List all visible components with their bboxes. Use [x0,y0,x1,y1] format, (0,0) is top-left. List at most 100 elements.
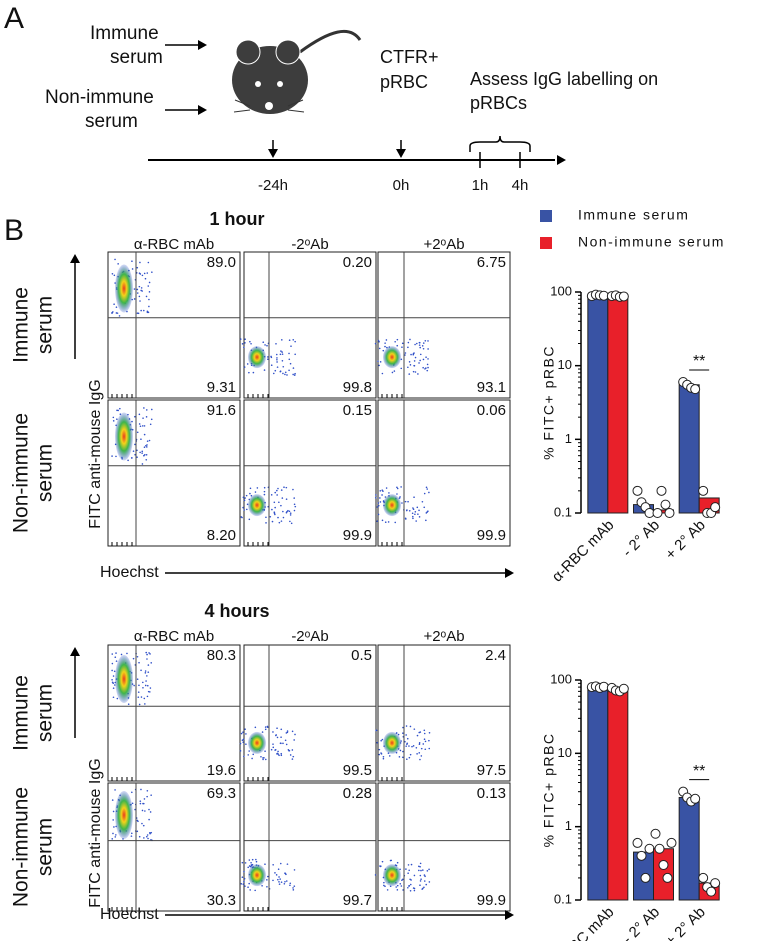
flow-event [400,367,403,370]
flow-event [422,366,424,369]
flow-event [138,413,141,416]
flow-event [407,864,410,866]
flow-event [401,346,403,348]
flow-event [428,868,430,871]
row-label: serum [34,684,57,742]
flow-event [285,486,288,489]
flow-event [141,425,144,427]
flow-event [396,889,399,891]
flow-density [248,346,266,369]
flow-event [112,810,115,813]
immune-label: serum [110,47,163,68]
flow-event [401,756,404,759]
flow-event [145,835,148,838]
flow-event [422,869,424,871]
flow-event [244,342,246,344]
flow-event [413,728,416,730]
quadrant-value: 89.0 [207,254,236,271]
flow-event [289,520,291,523]
flow-event [112,675,115,677]
flow-plot [243,644,377,782]
flow-event [418,509,420,512]
flow-event [381,860,384,863]
flow-event [112,311,114,313]
flow-event [115,306,118,308]
flow-event [424,368,426,370]
flow-event [133,288,136,290]
data-point [650,828,661,839]
flow-event [377,360,379,363]
flow-event [254,491,257,493]
flow-event [383,881,385,884]
flow-event [117,409,119,412]
flow-event [424,339,427,342]
flow-event [427,366,429,369]
quadrant-value: 97.5 [477,762,506,779]
flow-event [408,885,410,887]
flow-event [423,506,426,509]
flow-event [284,371,287,374]
time-label: 1h [472,177,489,194]
flow-event [141,290,144,292]
x-tick-label: + 2° Ab [662,904,709,941]
flow-event [131,260,133,263]
row-label: Non-immune [10,787,33,907]
quadrant-value: 6.75 [477,254,506,271]
flow-event [251,757,253,760]
flow-event [126,652,128,655]
y-axis-label: FITC anti-mouse IgG [87,758,104,907]
quadrant-value: 91.6 [207,402,236,419]
y-tick-label: 100 [550,283,572,298]
data-point [632,485,643,496]
flow-event [136,288,139,291]
flow-event [384,521,387,524]
column-header: α-RBC mAb [134,628,214,645]
flow-event [146,653,148,656]
flow-event [379,501,382,503]
flow-event [276,358,278,361]
flow-event [138,272,141,275]
flow-event [270,494,273,496]
flow-event [400,358,403,361]
flow-event [131,420,133,423]
flow-event [111,838,114,840]
flow-event [420,869,422,872]
flow-event [141,463,144,465]
flow-event [418,341,421,344]
quadrant-value: 99.8 [343,379,372,396]
flow-event [112,832,114,835]
y-tick-label: 100 [550,671,572,686]
flow-event [378,347,381,350]
flow-event [399,882,402,885]
flow-event [396,486,398,489]
flow-event [131,791,133,794]
flow-event [420,878,422,880]
flow-event [245,743,247,745]
flow-event [286,374,288,376]
flow-event [112,696,115,699]
flow-event [384,342,386,344]
flow-event [396,861,399,864]
flow-event [255,860,258,863]
flow-event [243,755,245,758]
flow-event [381,519,384,522]
data-point [636,850,647,861]
flow-event [427,340,429,342]
flow-event [289,514,292,516]
flow-event [424,748,427,751]
y-tick-label: 1 [565,431,572,446]
flow-event [141,809,144,812]
quadrant-value: 0.28 [343,785,372,802]
flow-event [115,834,117,836]
flow-event [248,882,250,885]
legend-swatch [540,210,552,222]
flow-event [420,747,423,750]
flow-event [143,798,146,800]
flow-event [396,884,399,887]
flow-event [243,870,245,873]
flow-event [412,508,415,511]
flow-event [418,362,420,364]
flow-event [426,870,429,872]
flow-event [376,506,379,508]
flow-event [248,518,251,521]
